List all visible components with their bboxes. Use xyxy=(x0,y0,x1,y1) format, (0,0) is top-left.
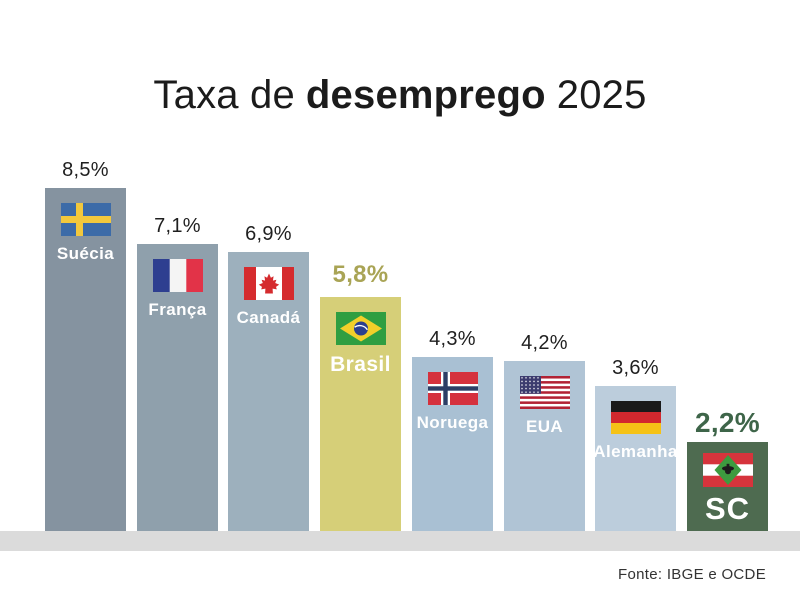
bar-value: 7,1% xyxy=(154,215,201,237)
usa-flag-icon xyxy=(519,376,570,409)
bar-value: 2,2% xyxy=(694,407,761,438)
bar-label: EUA xyxy=(525,417,564,436)
sweden-flag-icon xyxy=(60,203,111,236)
bar-value: 5,8% xyxy=(332,261,389,288)
bar-label: França xyxy=(148,300,207,319)
baseline-strip xyxy=(0,531,800,551)
france-flag-icon xyxy=(152,259,203,292)
bar-noruega: 4,3% Noruega xyxy=(412,328,493,531)
bar-canada: 6,9% Canadá xyxy=(228,223,309,531)
bar-eua: 4,2% EUA xyxy=(504,332,585,531)
bar-label: SC xyxy=(704,491,751,526)
germany-flag-icon xyxy=(610,401,661,434)
bar-label: Alemanha xyxy=(593,442,678,461)
canada-flag-icon xyxy=(243,267,294,300)
bar-value: 8,5% xyxy=(62,159,109,181)
bar-value: 6,9% xyxy=(245,223,292,245)
title-prefix: Taxa de xyxy=(153,72,295,117)
norway-flag-icon xyxy=(427,372,478,405)
bar-franca: 7,1% França xyxy=(137,215,218,531)
bar-label: Canadá xyxy=(236,308,301,327)
title-year: 2025 xyxy=(556,72,647,117)
bar-label: Brasil xyxy=(330,353,391,376)
bar-suecia: 8,5% Suécia xyxy=(45,159,126,531)
source-note: Fonte: IBGE e OCDE xyxy=(618,566,766,583)
bar-brasil: 5,8% Brasil xyxy=(320,261,401,531)
bar-value: 4,3% xyxy=(429,328,476,350)
page-title: Taxa de desemprego 2025 xyxy=(0,73,800,118)
bar-label: Suécia xyxy=(56,244,115,263)
bar-value: 4,2% xyxy=(521,332,568,354)
santa-catarina-flag-icon xyxy=(702,453,753,487)
bar-label: Noruega xyxy=(416,413,489,432)
brazil-flag-icon xyxy=(335,312,386,345)
bar-value: 3,6% xyxy=(612,357,659,379)
title-highlight: desemprego xyxy=(305,72,546,117)
bar-alemanha: 3,6% Alemanha xyxy=(593,357,678,531)
bar-sc: 2,2% SC xyxy=(687,407,768,531)
